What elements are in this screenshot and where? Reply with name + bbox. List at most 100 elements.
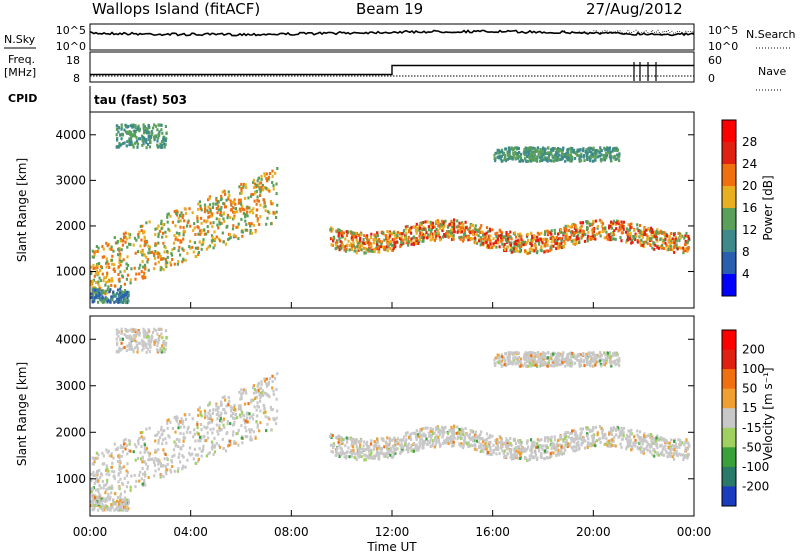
- power-echo: [124, 297, 127, 301]
- power-echo: [429, 223, 432, 227]
- velocity-echo: [233, 420, 236, 424]
- power-echo: [140, 229, 143, 232]
- power-echo: [422, 236, 425, 240]
- power-echo: [127, 232, 130, 236]
- power-echo: [200, 216, 203, 220]
- velocity-echo: [177, 426, 180, 430]
- power-echo: [531, 234, 534, 238]
- velocity-echo: [127, 344, 130, 348]
- velocity-echo: [237, 407, 240, 411]
- power-echo: [452, 234, 455, 238]
- power-echo: [540, 249, 543, 253]
- velocity-echo: [402, 435, 406, 439]
- velocity-echo: [563, 433, 566, 437]
- power-echo: [476, 229, 480, 233]
- velocity-echo: [424, 426, 427, 430]
- velocity-echo: [200, 437, 203, 441]
- power-echo: [384, 234, 387, 237]
- power-echo: [254, 191, 257, 195]
- velocity-echo: [467, 441, 470, 445]
- velocity-echo: [240, 395, 243, 398]
- power-echo: [94, 271, 97, 275]
- power-echo: [625, 240, 628, 244]
- power-echo: [251, 211, 255, 215]
- power-echo: [635, 234, 638, 238]
- power-echo: [549, 247, 552, 251]
- velocity-echo: [388, 438, 391, 442]
- velocity-echo: [169, 420, 172, 424]
- power-echo: [410, 237, 413, 241]
- velocity-echo: [208, 401, 211, 405]
- power-echo: [569, 153, 572, 157]
- velocity-echo: [451, 432, 454, 436]
- power-echo: [581, 221, 584, 225]
- velocity-echo: [276, 372, 279, 376]
- power-echo: [612, 233, 615, 237]
- velocity-echo: [225, 432, 228, 436]
- power-echo: [601, 227, 604, 230]
- velocity-echo: [438, 433, 441, 437]
- velocity-echo: [157, 467, 160, 471]
- power-echo: [680, 246, 683, 250]
- power-echo: [586, 237, 589, 241]
- velocity-echo: [362, 448, 365, 451]
- velocity-echo: [506, 452, 509, 456]
- power-echo: [241, 234, 244, 238]
- velocity-echo: [211, 418, 214, 422]
- velocity-echo: [161, 350, 164, 354]
- velocity-echoes: [90, 327, 691, 512]
- power-echo: [531, 158, 534, 162]
- velocity-echo: [358, 448, 361, 452]
- power-echo: [214, 237, 217, 241]
- power-echo: [547, 232, 550, 236]
- power-echo: [536, 235, 539, 239]
- power-echo: [230, 202, 233, 206]
- velocity-echo: [124, 447, 127, 451]
- velocity-echo: [206, 415, 209, 419]
- power-echo: [160, 143, 163, 147]
- velocity-echo: [196, 421, 199, 425]
- velocity-echo: [163, 350, 166, 354]
- velocity-echo: [153, 327, 156, 331]
- velocity-echo: [117, 334, 120, 338]
- velocity-echo: [452, 444, 455, 448]
- velocity-echo: [201, 449, 204, 453]
- power-echo: [633, 228, 636, 232]
- velocity-echo: [477, 440, 480, 444]
- power-echo: [107, 262, 110, 266]
- power-echo: [659, 237, 662, 241]
- velocity-echo: [231, 433, 235, 437]
- power-echo: [181, 260, 184, 264]
- velocity-echo: [650, 443, 653, 447]
- power-echo: [219, 213, 222, 217]
- velocity-echo: [443, 439, 446, 443]
- power-echo: [420, 231, 423, 235]
- power-echo: [643, 229, 646, 233]
- velocity-echo: [682, 456, 685, 460]
- power-echo: [334, 247, 337, 251]
- power-echo: [170, 252, 173, 256]
- power-echo: [469, 231, 472, 235]
- velocity-echo: [438, 442, 441, 446]
- power-echo: [536, 231, 539, 235]
- power-echo: [93, 274, 96, 278]
- power-echo: [96, 250, 99, 253]
- power-echo: [101, 245, 104, 249]
- power-echo: [174, 224, 177, 228]
- power-echo: [105, 297, 108, 301]
- power-echo: [367, 239, 370, 243]
- power-echo: [124, 240, 127, 244]
- velocity-echo: [560, 437, 563, 441]
- velocity-echo: [136, 332, 139, 336]
- velocity-echo: [240, 424, 243, 428]
- velocity-echo: [568, 444, 571, 448]
- power-echo: [404, 225, 407, 229]
- power-echo: [539, 159, 542, 163]
- power-echo: [559, 158, 562, 162]
- velocity-echo: [516, 456, 519, 460]
- power-echo: [619, 223, 622, 227]
- power-echo: [529, 231, 533, 235]
- power-echo: [253, 182, 257, 186]
- velocity-echo: [91, 456, 94, 460]
- power-echo: [393, 243, 396, 247]
